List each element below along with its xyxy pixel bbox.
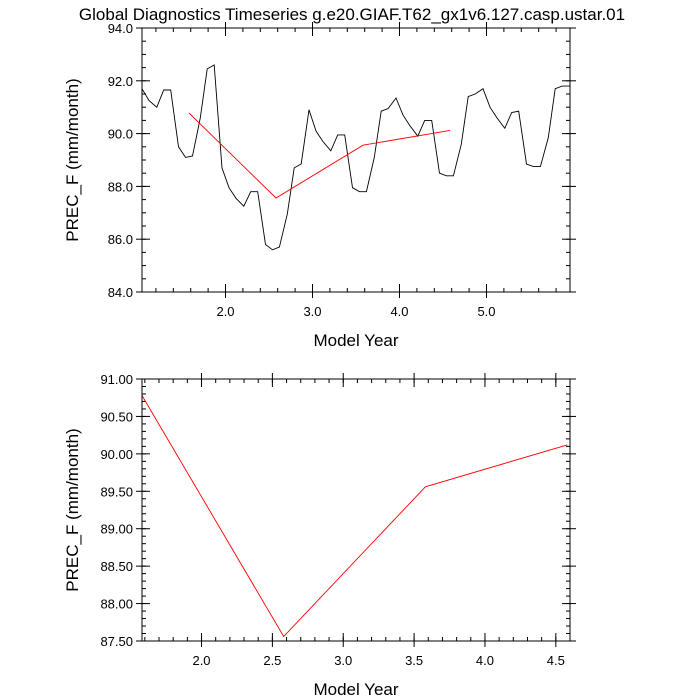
top-y-tick-label: 88.0: [108, 179, 133, 194]
top-red-series-line: [188, 112, 451, 199]
bottom-x-tick-label: 2.5: [263, 653, 281, 668]
bottom-y-tick-label: 89.50: [100, 484, 133, 499]
bottom-x-tick-label: 4.0: [476, 653, 494, 668]
top-x-tick-label: 2.0: [216, 304, 234, 319]
bottom-plot-frame: [141, 378, 571, 642]
bottom-y-tick-label: 88.00: [100, 597, 133, 612]
top-y-tick-label: 86.0: [108, 232, 133, 247]
bottom-y-tick-label: 89.00: [100, 522, 133, 537]
top-x-tick-label: 5.0: [477, 304, 495, 319]
figure-title: Global Diagnostics Timeseries g.e20.GIAF…: [79, 5, 625, 24]
top-y-axis-label: PREC_F (mm/month): [63, 78, 82, 241]
bottom-y-tick-label: 90.50: [100, 409, 133, 424]
top-y-tick-label: 90.0: [108, 127, 133, 142]
bottom-red-series-line: [141, 395, 568, 638]
bottom-y-tick-label: 91.00: [100, 372, 133, 387]
top-y-tick-label: 84.0: [108, 285, 133, 300]
top-x-tick-label: 4.0: [390, 304, 408, 319]
bottom-panel: 2.0 2.5 3.0 3.5 4.0 4.5 87.50 88.00 88.50 89.00 89…: [63, 372, 576, 699]
top-plot-frame: [141, 27, 571, 293]
bottom-y-tick-label: 90.00: [100, 447, 133, 462]
bottom-x-tick-label: 4.5: [547, 653, 565, 668]
bottom-x-tick-label: 3.0: [334, 653, 352, 668]
bottom-x-tick-label: 3.5: [405, 653, 423, 668]
bottom-x-tick-label: 2.0: [192, 653, 210, 668]
bottom-y-tick-label: 88.50: [100, 559, 133, 574]
top-y-tick-label: 94.0: [108, 21, 133, 36]
top-x-axis-label: Model Year: [313, 331, 398, 350]
bottom-y-tick-label: 87.50: [100, 634, 133, 649]
bottom-x-axis-label: Model Year: [313, 680, 398, 699]
top-panel: 2.0 3.0 4.0 5.0 84.0 86.0 88.0 90.0 92.0 94.0 Mod…: [63, 21, 576, 350]
top-x-tick-label: 3.0: [303, 304, 321, 319]
top-black-series-line: [141, 64, 570, 251]
bottom-y-axis-label: PREC_F (mm/month): [63, 428, 82, 591]
top-y-tick-label: 92.0: [108, 74, 133, 89]
